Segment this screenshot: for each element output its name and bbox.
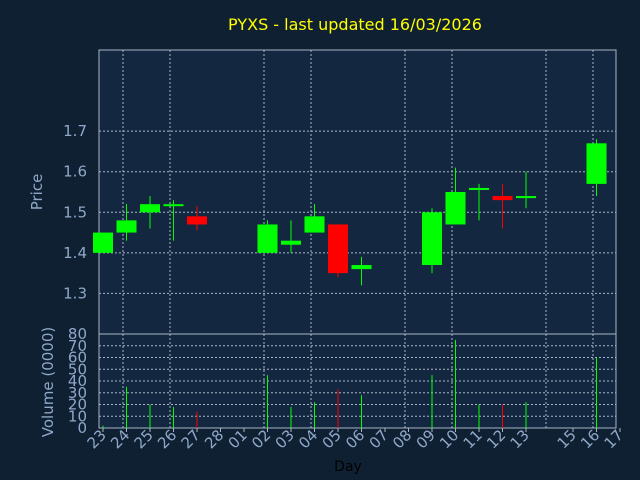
candle: [116, 204, 137, 241]
candle: [281, 220, 301, 253]
volume-y-tick-label: 70: [68, 337, 87, 355]
volume-y-tick-label: 80: [68, 325, 87, 343]
candle: [163, 200, 184, 241]
candle-body: [445, 192, 466, 225]
candle: [516, 171, 536, 209]
candle: [469, 183, 489, 221]
candle-body: [187, 216, 207, 225]
volume-y-tick-label: 50: [68, 360, 87, 378]
volume-y-tick-label: 60: [68, 349, 87, 367]
candle-body: [140, 204, 160, 213]
volume-y-tick-label: 0: [77, 419, 87, 437]
candle: [328, 224, 348, 278]
candle: [304, 204, 325, 233]
candle-body: [328, 224, 348, 274]
candle: [492, 183, 513, 229]
volume-y-tick-label: 20: [68, 396, 87, 414]
candles: [93, 139, 607, 286]
x-axis-label: Day: [334, 459, 362, 475]
candle: [422, 208, 442, 274]
candle: [140, 196, 160, 229]
candle-body: [116, 220, 137, 233]
volume-plot-area: [98, 333, 617, 429]
candle-body: [93, 232, 113, 253]
volume-y-tick-label: 40: [68, 372, 87, 390]
candle-body: [163, 204, 184, 207]
candle-body: [281, 240, 301, 245]
candle-body: [492, 196, 513, 201]
price-y-tick-label: 1.7: [63, 122, 87, 140]
candle: [257, 220, 278, 253]
candle-body: [351, 265, 372, 270]
price-y-tick-label: 1.4: [63, 244, 87, 262]
candle-body: [586, 143, 607, 184]
candle: [586, 139, 607, 197]
candle: [93, 232, 113, 253]
volume-y-tick-label: 30: [68, 384, 87, 402]
candle-body: [516, 196, 536, 199]
price-y-tick-label: 1.6: [63, 163, 87, 181]
price-panel: 1.3 1.4 1.5 1.6 1.7 Price: [28, 49, 617, 335]
chart-title: PYXS - last updated 16/03/2026: [228, 15, 482, 34]
candle-body: [469, 187, 489, 190]
candle-body: [422, 212, 442, 266]
volume-y-axis-label: Volume (0000): [39, 327, 57, 437]
price-plot-area: [98, 49, 617, 335]
candle: [445, 167, 466, 225]
candle-body: [257, 224, 278, 253]
volume-bars: [102, 339, 597, 428]
candle: [351, 256, 372, 286]
volume-y-tick-label: 10: [68, 407, 87, 425]
price-y-axis-label: Price: [28, 174, 46, 211]
candle: [187, 206, 207, 231]
price-y-tick-label: 1.5: [63, 203, 87, 221]
candle-body: [304, 216, 325, 233]
price-y-tick-label: 1.3: [63, 284, 87, 302]
price-y-ticks: 1.3 1.4 1.5 1.6 1.7: [63, 122, 87, 302]
